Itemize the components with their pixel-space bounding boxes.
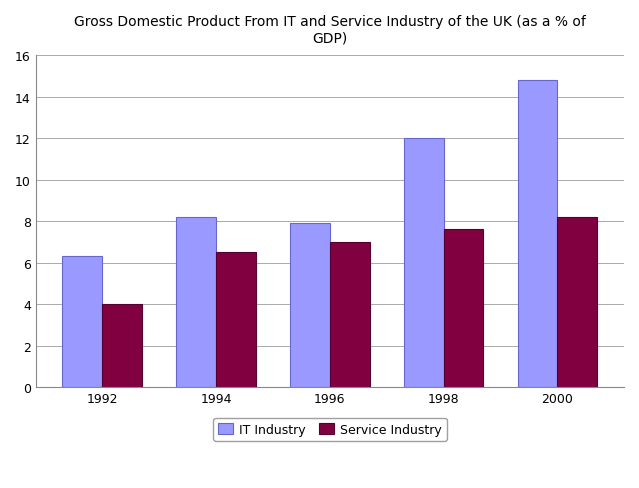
Bar: [102, 305, 142, 387]
Title: Gross Domestic Product From IT and Service Industry of the UK (as a % of
GDP): Gross Domestic Product From IT and Servi…: [74, 15, 586, 45]
Bar: [518, 81, 557, 387]
Bar: [330, 243, 370, 387]
Bar: [404, 139, 443, 387]
Bar: [176, 218, 216, 387]
Legend: IT Industry, Service Industry: IT Industry, Service Industry: [213, 418, 447, 441]
Bar: [216, 253, 256, 387]
Bar: [63, 257, 102, 387]
Bar: [443, 230, 484, 387]
Bar: [290, 224, 330, 387]
Bar: [557, 218, 597, 387]
